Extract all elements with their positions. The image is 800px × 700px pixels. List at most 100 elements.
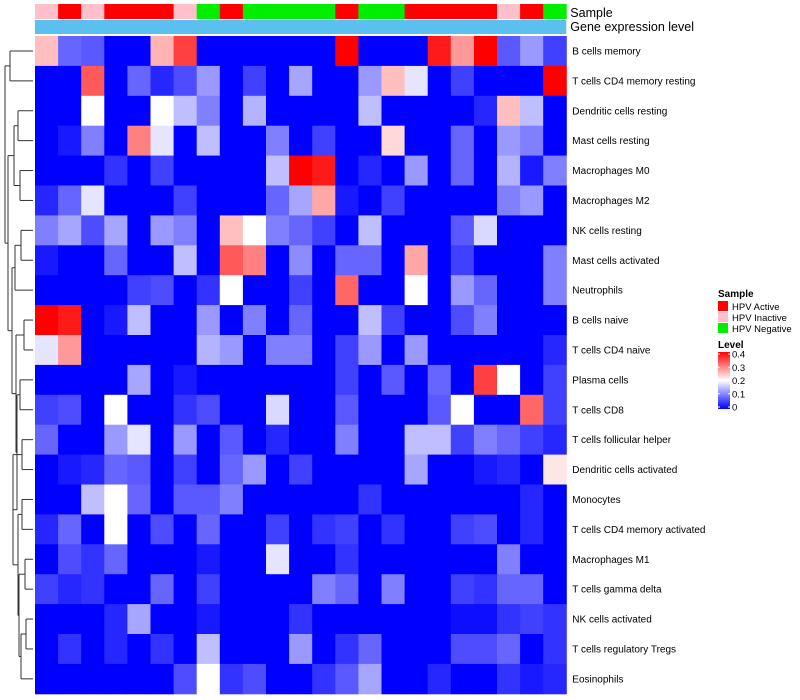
heatmap-cell [35,215,59,246]
heatmap-cell [497,604,521,635]
row-label: T cells gamma delta [572,585,662,596]
heatmap-cell [473,574,498,605]
heatmap-cell [312,305,336,336]
heatmap-cell [289,604,313,635]
row-label: Macrophages M2 [572,196,650,207]
heatmap-cell [473,125,498,157]
heatmap-cell [473,36,498,67]
sample-annotation-cell [335,4,359,19]
heatmap-cell [196,125,221,157]
heatmap-cell [358,364,382,396]
heatmap-cell [404,155,429,186]
heatmap-cell [404,36,429,67]
heatmap-cell [58,125,82,157]
heatmap-cell [312,36,336,67]
heatmap-cell [219,424,244,456]
heatmap-cell [150,305,175,336]
heatmap-cell [58,275,82,306]
heatmap-cell [404,454,429,485]
heatmap-cell [497,335,521,366]
heatmap-cell [381,394,406,426]
heatmap-cell [312,65,336,97]
heatmap-cell [450,335,475,366]
heatmap-cell [404,335,429,366]
heatmap-cell [543,604,567,635]
heatmap-cell [404,95,429,127]
sample-annotation-cell [450,4,475,19]
heatmap-cell [497,424,521,456]
heatmap-cell [173,245,198,276]
heatmap-cell [358,185,382,216]
heatmap-cell [58,36,82,67]
heatmap-cell [520,514,544,545]
heatmap-cell [219,36,244,67]
heatmap-cell [150,245,175,276]
heatmap-cell [497,36,521,67]
heatmap-cell [173,125,198,157]
heatmap-cell [219,215,244,246]
expression-annotation-label: Gene expression level [570,20,694,34]
heatmap-cell [173,36,198,67]
heatmap-cell [450,454,475,485]
heatmap-cell [450,185,475,216]
heatmap-cell [473,484,498,515]
heatmap-cell [266,424,290,456]
heatmap-cell [58,634,82,665]
heatmap-cell [81,245,105,276]
heatmap-cell [427,544,452,575]
heatmap-cell [312,604,336,635]
row-label: B cells memory [572,46,640,57]
heatmap-cell [35,663,59,695]
heatmap-cell [543,544,567,575]
heatmap-cell [335,185,359,216]
heatmap-cell [58,604,82,635]
row-label: T cells CD4 memory activated [572,525,705,536]
heatmap-cell [35,604,59,635]
heatmap-cell [266,335,290,366]
heatmap-cell [358,275,382,306]
heatmap-cell [127,215,151,246]
heatmap-cell [450,424,475,456]
row-label: T cells CD8 [572,405,624,416]
heatmap-cell [312,574,336,605]
heatmap-cell [219,275,244,306]
heatmap-cell [127,394,151,426]
heatmap-cell [358,634,382,665]
heatmap-cell [427,215,452,246]
heatmap-cell [35,544,59,575]
heatmap-cell [58,574,82,605]
sample-annotation-cell [497,4,521,19]
heatmap-cell [335,95,359,127]
row-label: T cells regulatory Tregs [572,644,676,655]
heatmap-cell [312,663,336,695]
heatmap-cell [150,185,175,216]
heatmap-cell [81,424,105,456]
heatmap-cell [35,484,59,515]
heatmap-cell [81,604,105,635]
heatmap-cell [150,663,175,695]
heatmap-cell [358,394,382,426]
heatmap-cell [335,514,359,545]
heatmap-cell [173,544,198,575]
sample-annotation-cell [427,4,452,19]
heatmap-cell [173,155,198,186]
heatmap-cell [543,394,567,426]
heatmap-cell [242,185,267,216]
legend-tick-label: 0.2 [732,376,745,387]
heatmap-cell [242,125,267,157]
heatmap-cell [196,36,221,67]
heatmap-cell [473,185,498,216]
heatmap-cell [150,275,175,306]
heatmap-cell [427,275,452,306]
heatmap-cell [520,155,544,186]
heatmap-cell [196,514,221,545]
heatmap-cell [266,275,290,306]
legend-tick-label: 0 [732,403,737,414]
heatmap-cell [35,125,59,157]
heatmap-cell [266,65,290,97]
heatmap-cell [196,544,221,575]
heatmap-cell [543,663,567,695]
sample-annotation-cell [35,4,59,19]
heatmap-cell [81,155,105,186]
